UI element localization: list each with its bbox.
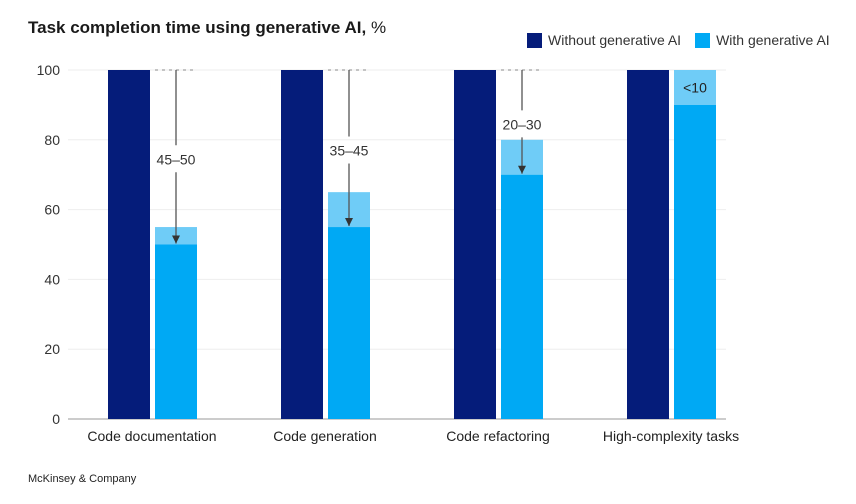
- bar-with-ai: [501, 174, 543, 419]
- reduction-label: 20–30: [503, 116, 542, 132]
- reduction-label: 35–45: [330, 143, 369, 159]
- bar-without-ai: [108, 70, 150, 419]
- y-tick-label: 80: [44, 132, 60, 148]
- legend-label: Without generative AI: [548, 32, 682, 48]
- bar-with-ai: [155, 244, 197, 419]
- y-tick-label: 0: [52, 411, 60, 427]
- bar-without-ai: [627, 70, 669, 419]
- legend-swatch: [527, 32, 542, 48]
- chart-title-text: Task completion time using generative AI…: [28, 18, 367, 37]
- y-tick-label: 60: [44, 202, 60, 218]
- x-tick-label: Code documentation: [87, 428, 216, 444]
- chart-title-unit: %: [370, 18, 387, 37]
- y-tick-label: 40: [44, 271, 60, 287]
- reduction-label: <10: [683, 79, 707, 95]
- legend-item-with: With generative AI: [695, 32, 830, 48]
- x-tick-label: High-complexity tasks: [603, 428, 739, 444]
- bar-with-ai: [328, 227, 370, 419]
- bar-without-ai: [281, 70, 323, 419]
- source-label: McKinsey & Company: [28, 473, 137, 485]
- bar-range-segment: [674, 70, 716, 105]
- bar-with-ai: [674, 104, 716, 420]
- legend: Without generative AI With generative AI: [527, 32, 830, 48]
- legend-item-without: Without generative AI: [527, 32, 681, 48]
- legend-swatch: [695, 32, 711, 48]
- x-tick-label: Code generation: [273, 428, 377, 444]
- x-tick-label: Code refactoring: [446, 428, 550, 444]
- y-tick-label: 20: [44, 341, 60, 357]
- reduction-label: 45–50: [157, 151, 196, 167]
- legend-label: With generative AI: [716, 32, 830, 48]
- bar-without-ai: [454, 70, 496, 419]
- y-tick-label: 100: [37, 62, 61, 78]
- chart-title: Task completion time using generative AI…: [28, 18, 386, 38]
